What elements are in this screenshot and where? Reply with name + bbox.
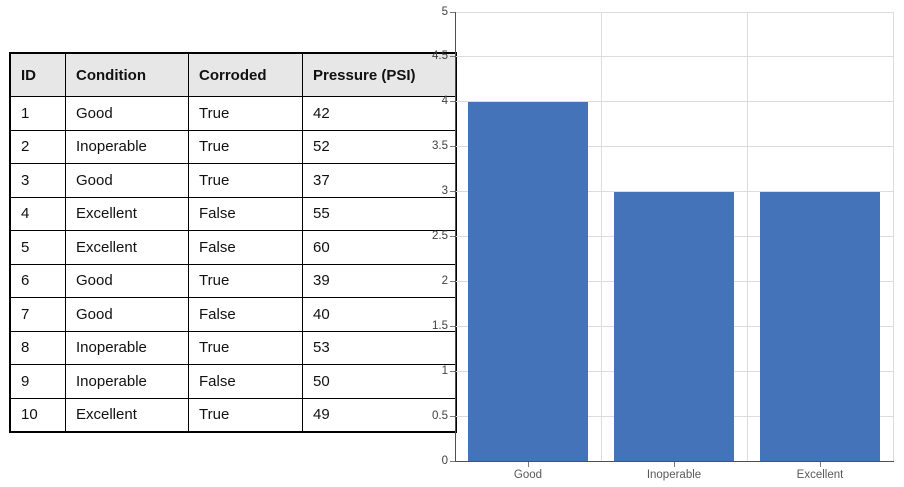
x-axis-category-label: Good [513,469,543,481]
table-row: 8 Inoperable True 53 [9,330,457,365]
y-axis-tick [450,56,455,58]
cell-pressure: 50 [302,364,457,399]
y-axis-tick-label: 3.5 [432,140,448,153]
cell-condition: Excellent [65,196,189,231]
cell-pressure: 53 [302,330,457,365]
y-axis-tick-label: 3 [441,185,448,198]
x-axis-category-label: Inoperable [646,469,702,481]
table-row: 9 Inoperable False 50 [9,364,457,399]
cell-corroded: False [188,196,303,231]
x-gridline [892,12,894,461]
cell-corroded: True [188,96,303,131]
cell-corroded: True [188,263,303,298]
y-axis-tick-label: 4.5 [432,50,448,63]
y-axis-tick [450,370,455,372]
cell-pressure: 39 [302,263,457,298]
y-axis-tick [450,101,455,103]
x-axis-tick [673,462,675,467]
table-row: 3 Good True 37 [9,163,457,198]
y-gridline [456,56,894,58]
bar-good [468,101,588,461]
cell-corroded: False [188,297,303,332]
cell-id: 10 [9,397,66,433]
y-axis-tick-label: 2 [441,274,448,287]
cell-corroded: True [188,397,303,433]
cell-corroded: True [188,163,303,198]
cell-id: 7 [9,297,66,332]
table-row: 10 Excellent True 49 [9,397,457,433]
table-row: 6 Good True 39 [9,263,457,298]
cell-condition: Inoperable [65,330,189,365]
x-gridline [600,12,602,461]
cell-pressure: 37 [302,163,457,198]
y-axis-tick [450,415,455,417]
col-header-condition: Condition [65,52,189,97]
condition-count-bar-chart: 0 0.5 1 1.5 2 2.5 3 3.5 4 4.5 5 Good Inoperable Excel… [420,0,904,487]
cell-condition: Inoperable [65,129,189,164]
table-header-row: ID Condition Corroded Pressure (PSI) [9,52,457,97]
y-axis-tick [450,280,455,282]
y-axis-tick [450,460,455,462]
y-axis-tick [450,191,455,193]
cell-corroded: False [188,364,303,399]
y-axis-tick-label: 2.5 [432,230,448,242]
bar-excellent [760,191,880,461]
cell-condition: Good [65,96,189,131]
cell-condition: Excellent [65,397,189,433]
y-axis-tick-label: 5 [441,5,448,18]
col-header-corroded: Corroded [188,52,303,97]
cell-corroded: True [188,129,303,164]
y-axis-tick [450,146,455,148]
y-gridline [456,11,894,13]
cell-id: 6 [9,263,66,298]
y-axis-tick-label: 1.5 [432,319,448,332]
cell-id: 2 [9,129,66,164]
cell-pressure: 40 [302,297,457,332]
cell-id: 3 [9,163,66,198]
plot-area [455,12,894,462]
cell-condition: Inoperable [65,364,189,399]
y-axis-tick-label: 4 [441,95,448,108]
cell-pressure: 55 [302,196,457,231]
y-gridline [456,146,894,148]
col-header-pressure: Pressure (PSI) [302,52,457,97]
cell-condition: Good [65,163,189,198]
cell-condition: Good [65,263,189,298]
table-row: 1 Good True 42 [9,96,457,131]
cell-pressure: 60 [302,230,457,265]
x-axis-category-label: Excellent [796,469,844,481]
y-axis-tick-label: 1 [441,364,448,377]
cell-id: 8 [9,330,66,365]
cell-corroded: False [188,230,303,265]
y-axis-tick-label: 0.5 [432,409,448,422]
table-row: 2 Inoperable True 52 [9,129,457,164]
bar-inoperable [614,191,734,461]
x-axis-tick [527,462,529,467]
x-gridline [746,12,748,461]
cell-id: 5 [9,230,66,265]
table-row: 7 Good False 40 [9,297,457,332]
pipes-data-table: ID Condition Corroded Pressure (PSI) 1 G… [9,52,457,433]
cell-id: 4 [9,196,66,231]
y-axis-tick-label: 0 [441,454,448,467]
y-axis-tick [450,325,455,327]
y-axis-tick [450,11,455,13]
cell-corroded: True [188,330,303,365]
x-axis-tick [819,462,821,467]
cell-id: 9 [9,364,66,399]
cell-id: 1 [9,96,66,131]
col-header-id: ID [9,52,66,97]
cell-condition: Good [65,297,189,332]
table-row: 5 Excellent False 60 [9,230,457,265]
cell-pressure: 49 [302,397,457,433]
y-gridline [456,101,894,103]
cell-condition: Excellent [65,230,189,265]
y-axis-tick [450,236,455,237]
table-row: 4 Excellent False 55 [9,196,457,231]
